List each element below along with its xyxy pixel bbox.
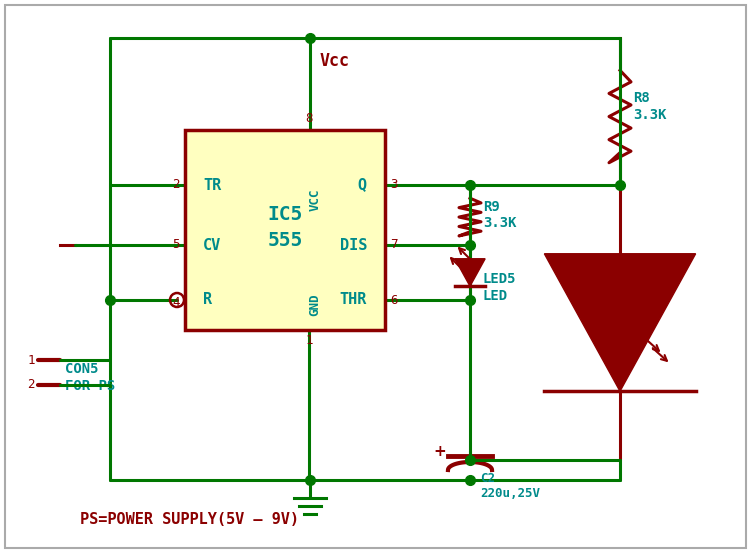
Text: 555: 555	[267, 231, 303, 249]
Text: TR: TR	[203, 178, 222, 192]
Text: Q: Q	[358, 178, 367, 192]
Text: 6: 6	[390, 294, 397, 306]
Text: LED6
LED: LED6 LED	[633, 293, 666, 322]
Text: Vcc: Vcc	[320, 52, 350, 70]
Bar	[185, 130, 385, 330]
Text: IC5: IC5	[267, 206, 303, 225]
Text: 3: 3	[390, 179, 397, 191]
Text: R9
3.3K: R9 3.3K	[483, 200, 517, 230]
Text: PS=POWER SUPPLY(5V – 9V): PS=POWER SUPPLY(5V – 9V)	[80, 513, 299, 528]
Text: THR: THR	[339, 293, 367, 307]
Text: 1: 1	[28, 353, 35, 367]
Text: 2: 2	[28, 378, 35, 392]
Text: CON5
FOR PS: CON5 FOR PS	[65, 362, 115, 393]
Text: LED5
LED: LED5 LED	[483, 273, 517, 302]
Text: 4: 4	[173, 295, 180, 309]
Text: 1: 1	[305, 334, 312, 347]
Text: 2: 2	[173, 179, 180, 191]
Text: R: R	[203, 293, 212, 307]
Polygon shape	[455, 259, 485, 286]
Text: CV: CV	[203, 237, 222, 253]
Text: GND: GND	[309, 294, 321, 316]
Polygon shape	[544, 254, 695, 392]
Text: 7: 7	[390, 238, 397, 252]
Text: DIS: DIS	[339, 237, 367, 253]
Text: 8: 8	[305, 112, 312, 125]
Text: 5: 5	[173, 238, 180, 252]
Text: +: +	[433, 445, 446, 460]
Text: VCC: VCC	[309, 189, 321, 211]
Text: C2
220u,25V: C2 220u,25V	[480, 472, 540, 500]
Text: R8
3.3K: R8 3.3K	[633, 91, 666, 122]
